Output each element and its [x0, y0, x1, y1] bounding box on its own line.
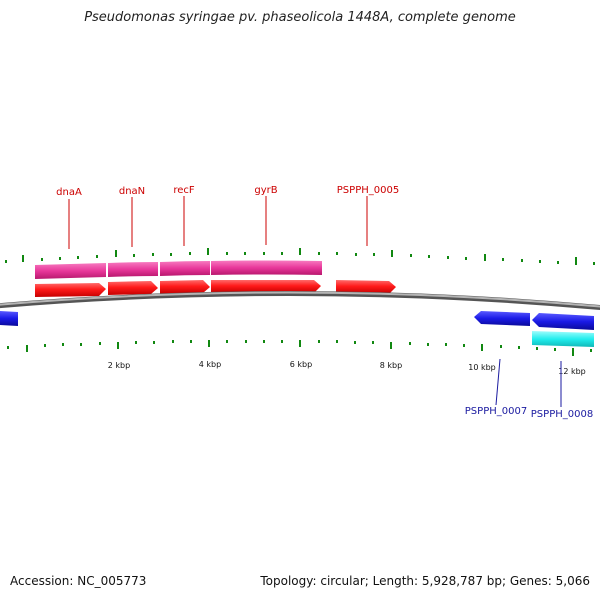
leader-line-PSPPH_0007: [495, 358, 501, 406]
label-PSPPH_0008[interactable]: PSPPH_0008: [531, 409, 593, 420]
forward-cds-track: [35, 280, 396, 297]
cds-gyrB[interactable]: [211, 280, 321, 293]
label-PSPPH_0007[interactable]: PSPPH_0007: [465, 406, 527, 417]
inner-tick-marks: [7, 340, 592, 356]
scale-labels: 2 kbp 4 kbp 6 kbp 8 kbp 10 kbp 12 kbp: [108, 360, 586, 376]
label-gyrB[interactable]: gyrB: [254, 185, 277, 196]
scale-label-2kbp: 2 kbp: [108, 361, 130, 370]
genome-backbone-highlight: [0, 291, 600, 308]
cds-dnaN[interactable]: [108, 281, 158, 295]
top-gene-labels: dnaA dnaN recF gyrB PSPPH_0005: [56, 185, 399, 249]
scale-label-8kbp: 8 kbp: [380, 361, 402, 370]
scale-label-10kbp: 10 kbp: [468, 363, 496, 372]
cds-dnaA[interactable]: [35, 283, 106, 297]
scale-label-4kbp: 4 kbp: [199, 360, 221, 369]
label-recF[interactable]: recF: [173, 185, 195, 196]
scale-label-6kbp: 6 kbp: [290, 360, 312, 369]
label-PSPPH_0005[interactable]: PSPPH_0005: [337, 185, 399, 196]
reverse-cds-track: [0, 311, 594, 330]
outer-tick-marks: [5, 248, 595, 265]
label-dnaN[interactable]: dnaN: [119, 186, 145, 197]
gene-dnaA[interactable]: [35, 263, 106, 279]
map-title: Pseudomonas syringae pv. phaseolicola 14…: [84, 10, 516, 25]
gene-recF[interactable]: [160, 261, 210, 276]
bottom-gene-labels: PSPPH_0007 PSPPH_0008: [465, 358, 593, 420]
accession-label: Accession: NC_005773: [10, 574, 147, 588]
cds-PSPPH_0008[interactable]: [532, 313, 594, 330]
forward-gene-track: [35, 260, 322, 279]
gene-dnaN[interactable]: [108, 262, 158, 277]
cds-PSPPH_0005[interactable]: [336, 280, 396, 294]
genome-summary: Topology: circular; Length: 5,928,787 bp…: [260, 574, 590, 588]
label-dnaA[interactable]: dnaA: [56, 187, 82, 198]
cds-left-edge[interactable]: [0, 311, 18, 326]
cds-PSPPH_0007[interactable]: [474, 311, 530, 326]
gene-gyrB[interactable]: [211, 260, 322, 276]
genome-backbone: [0, 290, 600, 311]
gene-PSPPH_0008[interactable]: [532, 331, 594, 347]
cds-recF[interactable]: [160, 280, 210, 294]
scale-label-12kbp: 12 kbp: [558, 367, 586, 376]
